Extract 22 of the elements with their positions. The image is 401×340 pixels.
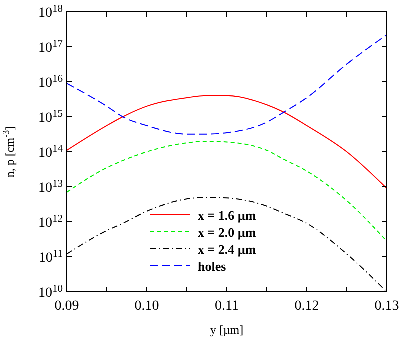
legend-label: x = 2.0 µm: [198, 225, 256, 240]
y-tick-label: 10$^{10}$: [38, 284, 63, 301]
line-series: [66, 34, 388, 135]
x-tick-label: 0.13: [374, 299, 400, 314]
y-tick-label: 10$^{15}$: [38, 108, 63, 126]
y-tick-label: 10$^{13}$: [38, 178, 63, 196]
line-series: [66, 95, 388, 190]
y-tick-label: 10$^{11}$: [38, 248, 63, 266]
line-series: [66, 140, 388, 242]
x-tick-label: 0.12: [294, 299, 320, 314]
y-tick-label: 10$^{16}$: [38, 74, 63, 91]
legend-label: holes: [198, 259, 226, 274]
x-tick-label: 0.10: [134, 299, 160, 314]
y-tick-label: 10$^{12}$: [38, 214, 63, 231]
y-tick-label: 10$^{18}$: [38, 4, 63, 21]
y-tick-label: 10$^{17}$: [38, 38, 63, 56]
x-axis-title: y [µm]: [210, 323, 244, 337]
x-tick-label: 0.11: [215, 299, 239, 314]
legend-label: x = 1.6 µm: [198, 208, 256, 223]
x-tick-label: 0.09: [54, 299, 80, 314]
legend-label: x = 2.4 µm: [198, 242, 256, 257]
y-tick-label: 10$^{14}$: [38, 144, 64, 161]
